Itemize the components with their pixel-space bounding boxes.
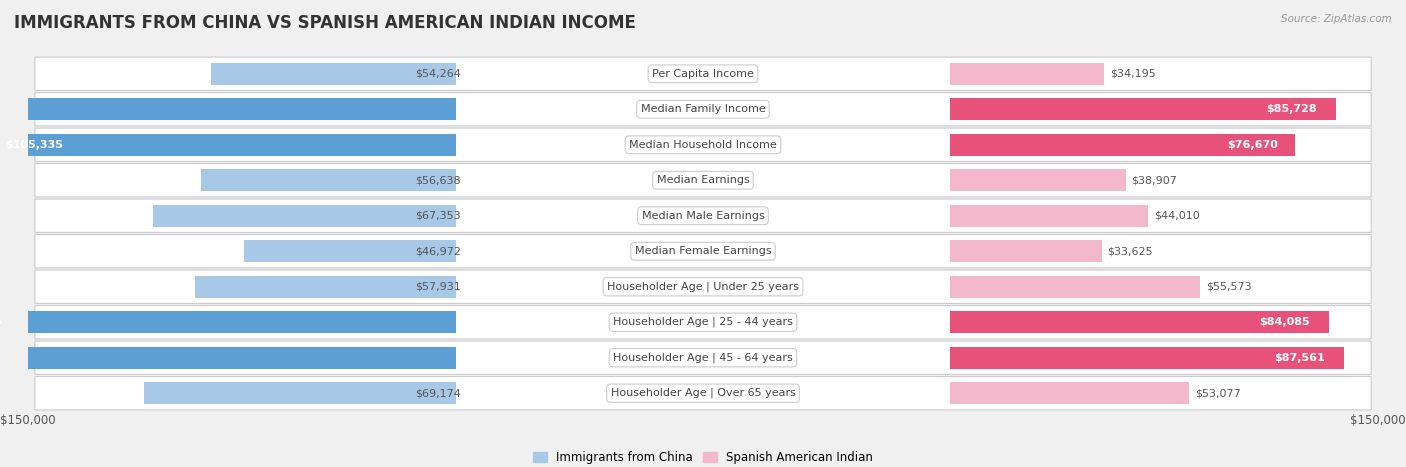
Bar <box>950 347 1344 369</box>
FancyBboxPatch shape <box>35 57 1371 91</box>
Bar <box>245 240 456 262</box>
Text: $84,085: $84,085 <box>1260 317 1310 327</box>
Bar <box>950 169 1126 191</box>
Text: Median Earnings: Median Earnings <box>657 175 749 185</box>
Text: $55,573: $55,573 <box>1206 282 1251 292</box>
FancyBboxPatch shape <box>35 376 1371 410</box>
Bar <box>195 276 456 298</box>
Text: $56,638: $56,638 <box>415 175 461 185</box>
Text: Per Capita Income: Per Capita Income <box>652 69 754 79</box>
Bar <box>0 134 456 156</box>
Text: Householder Age | Under 25 years: Householder Age | Under 25 years <box>607 282 799 292</box>
Text: Median Household Income: Median Household Income <box>628 140 778 150</box>
Text: IMMIGRANTS FROM CHINA VS SPANISH AMERICAN INDIAN INCOME: IMMIGRANTS FROM CHINA VS SPANISH AMERICA… <box>14 14 636 32</box>
Bar <box>950 311 1329 333</box>
FancyBboxPatch shape <box>35 341 1371 375</box>
Bar <box>201 169 456 191</box>
FancyBboxPatch shape <box>35 128 1371 162</box>
Bar <box>152 205 456 227</box>
Bar <box>950 134 1295 156</box>
FancyBboxPatch shape <box>35 199 1371 233</box>
Text: $38,907: $38,907 <box>1130 175 1177 185</box>
Text: $44,010: $44,010 <box>1154 211 1199 221</box>
Text: Median Family Income: Median Family Income <box>641 104 765 114</box>
FancyBboxPatch shape <box>35 92 1371 126</box>
FancyBboxPatch shape <box>35 234 1371 268</box>
Text: $54,264: $54,264 <box>415 69 461 79</box>
Text: $85,728: $85,728 <box>1267 104 1317 114</box>
Bar <box>0 311 456 333</box>
Text: $67,353: $67,353 <box>415 211 461 221</box>
Bar <box>0 347 456 369</box>
Text: $34,195: $34,195 <box>1109 69 1156 79</box>
Text: Source: ZipAtlas.com: Source: ZipAtlas.com <box>1281 14 1392 24</box>
Bar <box>950 240 1102 262</box>
Bar <box>950 205 1149 227</box>
Text: Householder Age | Over 65 years: Householder Age | Over 65 years <box>610 388 796 398</box>
Bar <box>950 382 1189 404</box>
Text: $57,931: $57,931 <box>415 282 461 292</box>
Text: Median Female Earnings: Median Female Earnings <box>634 246 772 256</box>
Text: Householder Age | 25 - 44 years: Householder Age | 25 - 44 years <box>613 317 793 327</box>
FancyBboxPatch shape <box>35 305 1371 339</box>
Text: $87,561: $87,561 <box>1274 353 1324 363</box>
Text: $76,670: $76,670 <box>1227 140 1278 150</box>
Text: Householder Age | 45 - 64 years: Householder Age | 45 - 64 years <box>613 353 793 363</box>
Bar <box>950 276 1201 298</box>
Text: $33,625: $33,625 <box>1107 246 1153 256</box>
Text: $46,972: $46,972 <box>415 246 461 256</box>
Bar <box>0 98 456 120</box>
Legend: Immigrants from China, Spanish American Indian: Immigrants from China, Spanish American … <box>529 446 877 467</box>
Bar <box>950 98 1336 120</box>
Text: $105,335: $105,335 <box>6 140 63 150</box>
Text: $69,174: $69,174 <box>415 388 461 398</box>
Text: $53,077: $53,077 <box>1195 388 1240 398</box>
Text: Median Male Earnings: Median Male Earnings <box>641 211 765 221</box>
FancyBboxPatch shape <box>35 163 1371 197</box>
Text: $119,756: $119,756 <box>0 317 3 327</box>
Bar <box>211 63 456 85</box>
FancyBboxPatch shape <box>35 270 1371 304</box>
Bar <box>950 63 1104 85</box>
Bar <box>145 382 456 404</box>
